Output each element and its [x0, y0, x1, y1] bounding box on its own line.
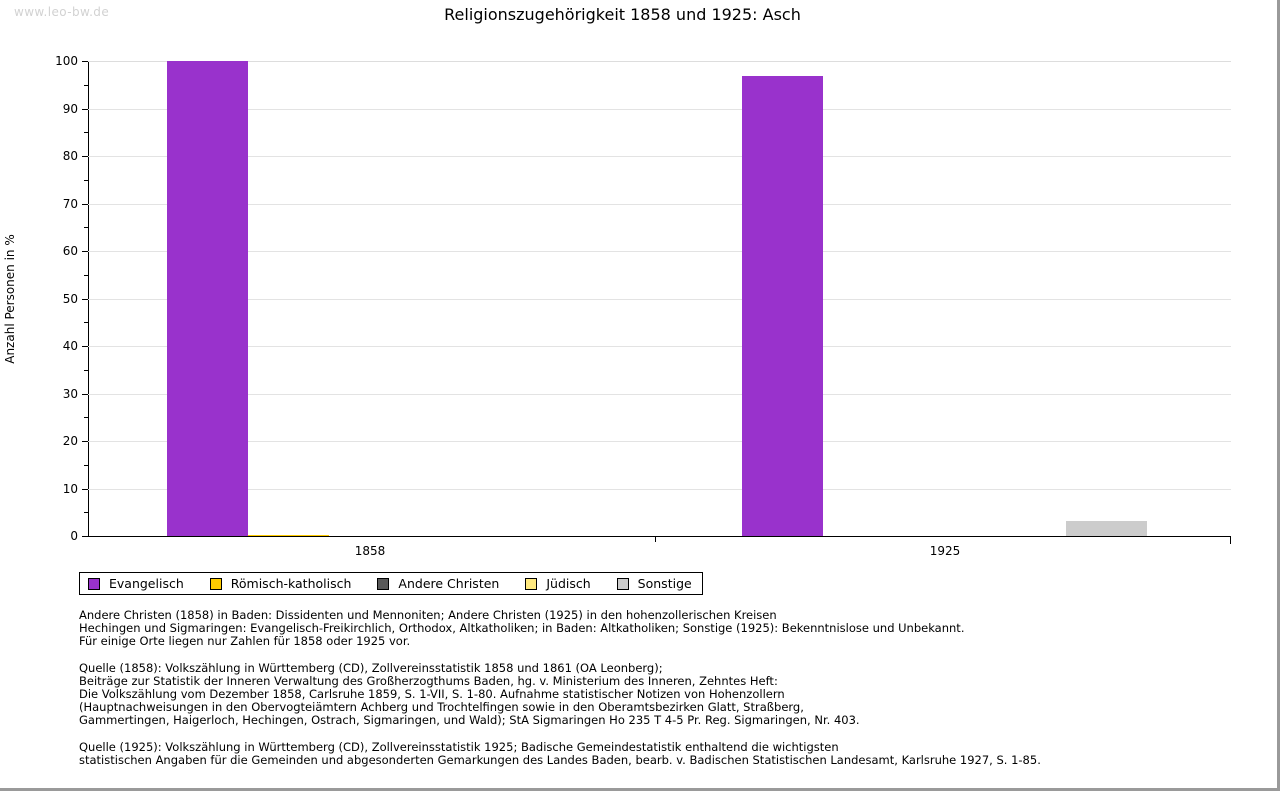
y-tick [82, 203, 88, 205]
gridline [88, 61, 1231, 62]
x-tick [1230, 536, 1231, 544]
y-tick-label: 0 [70, 529, 78, 543]
legend-swatch-icon [525, 577, 538, 590]
bar-1858-r-misch-katholisch [248, 534, 329, 536]
x-group-label-1925: 1925 [929, 544, 961, 558]
legend: Evangelisch Römisch-katholisch Andere Chri… [79, 572, 703, 595]
x-tick [655, 536, 656, 542]
legend-item-r-misch-katholisch[interactable]: Römisch-katholisch [209, 576, 352, 591]
y-tick-minor [84, 464, 88, 466]
legend-label: Andere Christen [398, 576, 500, 591]
x-axis-line [88, 536, 1231, 537]
legend-label: Römisch-katholisch [230, 576, 352, 591]
y-tick-minor [84, 369, 88, 371]
y-tick-minor [84, 84, 88, 86]
footnote-line: Gammertingen, Haigerloch, Hechingen, Ost… [79, 713, 860, 728]
gridline [88, 108, 1231, 110]
y-tick [82, 108, 88, 110]
legend-swatch-icon [616, 577, 629, 590]
x-group-label-1858: 1858 [354, 544, 386, 558]
gridline [88, 203, 1231, 205]
legend-item-evangelisch[interactable]: Evangelisch [88, 576, 184, 591]
bar-1925-sonstige [1066, 521, 1147, 536]
legend-item-sonstige[interactable]: Sonstige [616, 576, 692, 591]
y-tick-minor [84, 274, 88, 276]
footnotes: Andere Christen (1858) in Baden: Disside… [79, 608, 1209, 767]
footnote-line: statistischen Angaben für die Gemeinden … [79, 752, 1041, 767]
y-tick [82, 346, 88, 347]
y-axis-label-text: Anzahl Personen in % [3, 233, 18, 364]
y-tick [82, 156, 88, 157]
footnote-line: Beiträge zur Statistik der Inneren Verwa… [79, 673, 778, 688]
y-tick-minor [84, 417, 88, 419]
bar-1858-evangelisch [167, 61, 248, 536]
gridline [88, 441, 1231, 442]
y-tick-minor [84, 512, 88, 514]
footnote-line: Quelle (1925): Volkszählung in Württembe… [79, 739, 839, 754]
footnote-line: Hechingen und Sigmaringen: Evangelisch-F… [79, 621, 965, 636]
legend-swatch-icon [377, 577, 390, 590]
legend-label: Jüdisch [546, 576, 591, 591]
footnote-line: Für einige Orte liegen nur Zahlen für 18… [79, 634, 411, 649]
y-tick-label: 40 [62, 339, 78, 353]
y-tick-minor [84, 322, 88, 324]
gridline [88, 393, 1231, 395]
legend-swatch-icon [88, 577, 100, 590]
footnote-line: Die Volkszählung vom Dezember 1858, Carl… [79, 687, 785, 702]
footnote-block-1: Andere Christen (1858) in Baden: Disside… [79, 608, 1209, 649]
plot-area: 0 10 20 30 40 50 60 70 80 90 100 [55, 54, 1231, 543]
y-tick [82, 536, 88, 537]
gridline [88, 298, 1231, 300]
footnote-line: Andere Christen (1858) in Baden: Disside… [79, 608, 777, 622]
y-tick [82, 441, 88, 442]
page-title: Religionszugehörigkeit 1858 und 1925: As… [444, 5, 801, 24]
gridline [88, 251, 1231, 252]
y-tick-minor [84, 132, 88, 134]
footnote-line: (Hauptnachweisungen in den Obervogteiämt… [79, 700, 804, 715]
y-tick-label: 60 [62, 244, 78, 258]
y-tick-minor [84, 227, 88, 229]
y-tick-label: 20 [62, 434, 78, 448]
legend-label: Evangelisch [109, 576, 184, 591]
watermark: www.leo-bw.de [14, 5, 110, 19]
y-tick [82, 393, 88, 395]
footnote-block-2: Quelle (1858): Volkszählung in Württembe… [79, 660, 1209, 728]
y-tick [82, 488, 88, 490]
footnote-line: Quelle (1858): Volkszählung in Württembe… [79, 660, 663, 675]
y-tick-label: 50 [62, 291, 78, 306]
gridline [88, 488, 1231, 490]
gridline [88, 346, 1231, 347]
y-tick-label: 10 [62, 481, 78, 496]
y-tick-label: 70 [62, 196, 78, 211]
y-tick [82, 61, 88, 62]
y-tick [82, 298, 88, 300]
y-tick-label: 80 [62, 149, 78, 163]
y-tick-label: 100 [55, 54, 78, 68]
legend-item-j-disch[interactable]: Jüdisch [525, 576, 591, 591]
footnote-block-3: Quelle (1925): Volkszählung in Württembe… [79, 739, 1209, 767]
legend-item-andere-christen[interactable]: Andere Christen [377, 576, 499, 591]
legend-swatch-icon [209, 577, 222, 590]
y-tick [82, 251, 88, 252]
bar-1925-evangelisch [742, 75, 823, 536]
y-tick-minor [84, 179, 88, 181]
y-axis-label: Anzahl Personen in % [2, 61, 18, 536]
y-tick-label: 30 [62, 386, 78, 401]
gridline [88, 156, 1231, 157]
y-tick-label: 90 [62, 101, 78, 116]
legend-label: Sonstige [637, 576, 692, 591]
